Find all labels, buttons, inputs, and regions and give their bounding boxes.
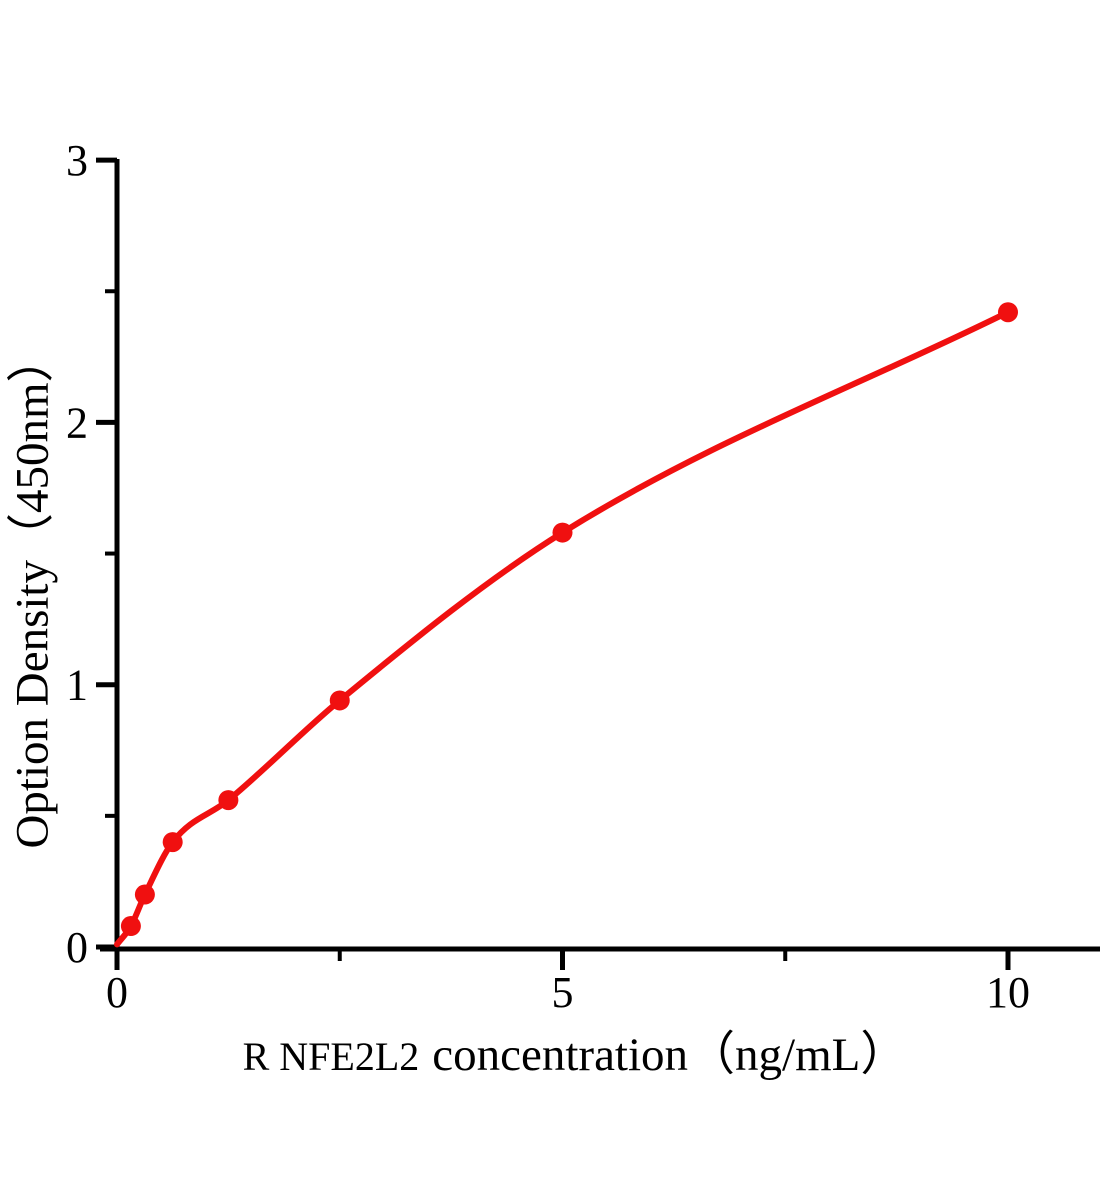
y-tick-label: 1 <box>66 661 88 710</box>
x-axis-title-prefix: R NFE2L2 <box>242 1034 420 1079</box>
data-point <box>552 522 573 543</box>
y-tick-label: 2 <box>66 398 88 447</box>
x-tick-label: 10 <box>986 968 1030 1017</box>
data-point <box>162 832 183 853</box>
x-tick-label: 0 <box>106 968 128 1017</box>
data-point <box>134 884 155 905</box>
x-axis-title: R NFE2L2 concentration（ng/mL） <box>120 1028 1030 1082</box>
fit-curve <box>114 309 1011 948</box>
x-axis-title-unit: concentration（ng/mL） <box>432 1029 908 1081</box>
data-point <box>329 690 350 711</box>
data-point <box>998 302 1018 323</box>
data-point <box>120 916 141 937</box>
y-tick-label: 3 <box>66 136 88 185</box>
y-axis-title: Option Density（450nm） <box>6 335 59 849</box>
data-point <box>218 790 239 811</box>
y-tick-label: 0 <box>66 923 88 972</box>
x-tick-label: 5 <box>552 968 574 1017</box>
